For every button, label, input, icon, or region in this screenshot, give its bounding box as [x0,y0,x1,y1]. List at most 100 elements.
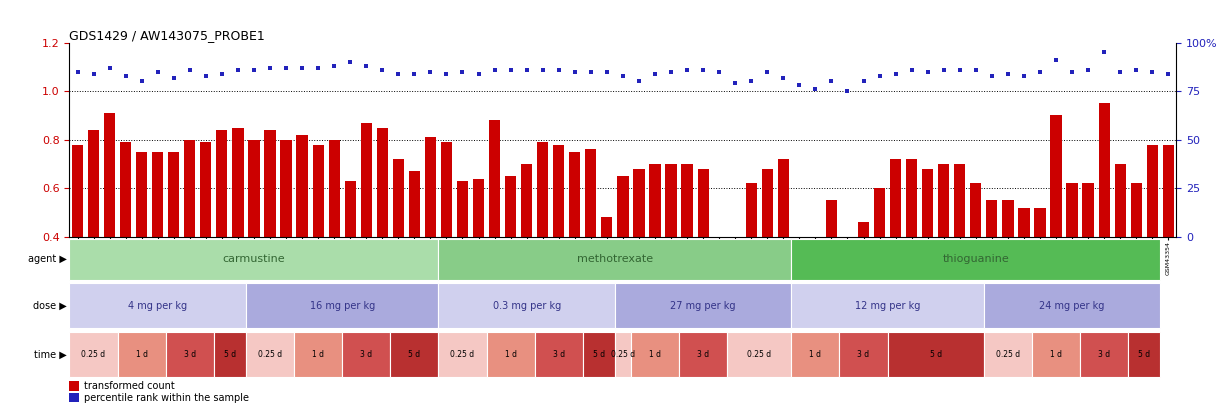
Bar [1018,208,1030,237]
Text: 0.25 d: 0.25 d [747,350,772,359]
Text: 5 d: 5 d [224,350,236,359]
Point [68,68,88,75]
Bar [69,239,439,280]
Bar [1051,115,1062,237]
Bar [809,237,822,259]
Bar [233,128,244,237]
Bar [986,200,997,237]
Bar [679,332,728,377]
Bar [697,169,708,237]
Text: 0.25 d: 0.25 d [451,350,474,359]
Text: percentile rank within the sample: percentile rank within the sample [84,393,249,403]
Point [436,70,456,77]
Point [1030,68,1050,75]
Bar [1163,145,1174,237]
Point [308,64,328,71]
Point [741,78,761,85]
Point [147,68,167,75]
Bar [601,217,612,237]
Point [452,68,472,75]
Text: thioguanine: thioguanine [942,254,1009,264]
Text: methotrexate: methotrexate [577,254,653,264]
Bar [569,152,580,237]
Point [421,68,440,75]
Bar [329,140,340,237]
Point [293,64,312,71]
Point [645,70,664,77]
Bar [1080,332,1129,377]
Bar [631,332,679,377]
Point [517,66,536,73]
Bar [538,142,549,237]
Text: 3 d: 3 d [697,350,709,359]
Text: carmustine: carmustine [223,254,285,264]
Point [757,68,777,75]
Point [405,70,424,77]
Point [1062,68,1081,75]
Bar [489,120,500,237]
Point [549,66,568,73]
Point [1111,68,1130,75]
Text: 24 mg per kg: 24 mg per kg [1040,301,1104,311]
Bar [713,237,725,273]
Point [902,66,922,73]
Point [1095,49,1114,55]
Bar [117,332,166,377]
Point [324,63,344,69]
Bar [361,123,372,237]
Point [1158,70,1178,77]
Text: time ▶: time ▶ [34,350,67,359]
Bar [377,128,388,237]
Point [725,80,745,87]
Point [934,66,953,73]
Bar [1032,332,1080,377]
Bar [666,164,677,237]
Point [533,66,552,73]
Bar [280,140,291,237]
Text: 3 d: 3 d [184,350,196,359]
Text: agent ▶: agent ▶ [28,254,67,264]
Bar [393,159,403,237]
Text: 0.25 d: 0.25 d [82,350,106,359]
Point [790,82,809,89]
Bar [439,239,791,280]
Text: 1 d: 1 d [312,350,324,359]
Bar [614,284,791,328]
Bar [1129,332,1160,377]
Bar [505,176,516,237]
Bar [296,135,307,237]
Bar [69,332,117,377]
Bar [585,149,596,237]
Bar [791,332,840,377]
Text: 5 d: 5 d [592,350,605,359]
Text: dose ▶: dose ▶ [33,301,67,311]
Point [661,68,680,75]
Point [967,66,986,73]
Point [389,70,408,77]
Point [100,64,119,71]
Bar [439,284,614,328]
Text: 0.25 d: 0.25 d [611,350,635,359]
Bar [408,171,421,237]
Point [950,66,969,73]
Bar [473,179,484,237]
Bar [72,145,83,237]
Text: 3 d: 3 d [552,350,564,359]
Bar [1114,164,1126,237]
Point [853,78,873,85]
Bar [343,332,390,377]
Text: 3 d: 3 d [1098,350,1111,359]
Bar [858,222,869,237]
Point [212,70,232,77]
Bar [441,142,452,237]
Bar [294,332,343,377]
Bar [345,181,356,237]
Text: 5 d: 5 d [408,350,421,359]
Point [613,72,633,79]
Text: 5 d: 5 d [1139,350,1151,359]
Point [678,66,697,73]
Text: 1 d: 1 d [1050,350,1062,359]
Bar [152,152,163,237]
Bar [922,169,934,237]
Text: 4 mg per kg: 4 mg per kg [128,301,188,311]
